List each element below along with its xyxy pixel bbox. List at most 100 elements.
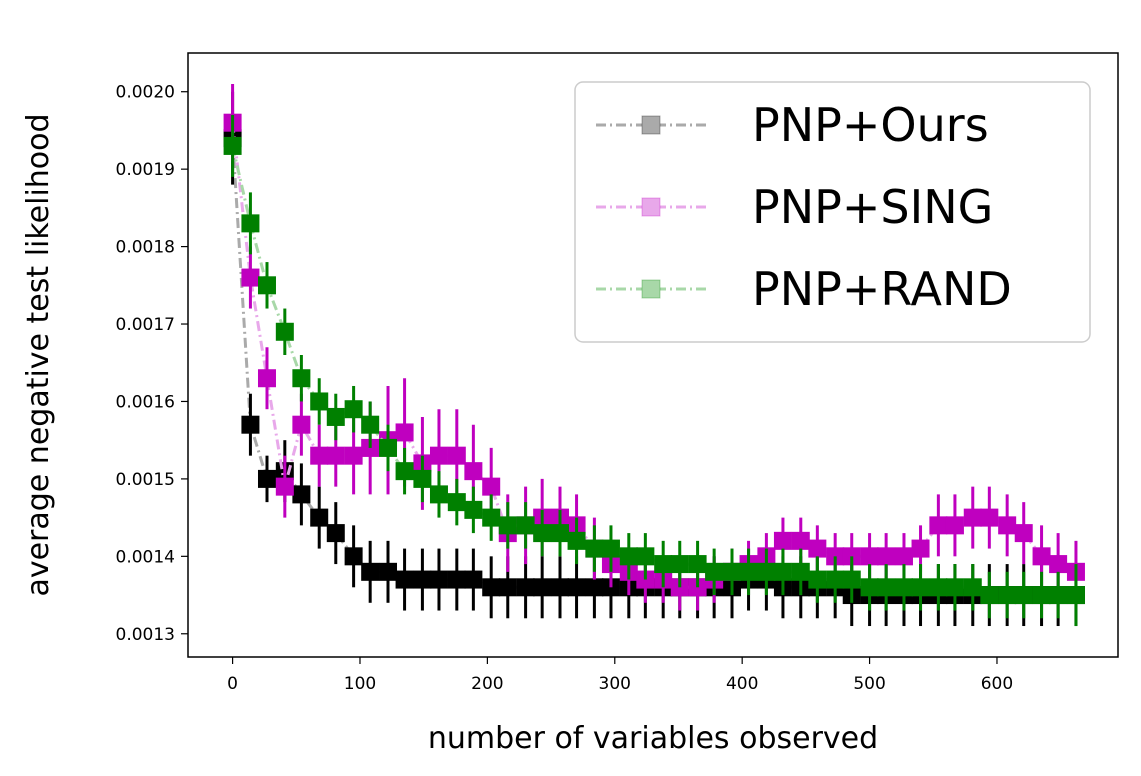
data-point [980,508,999,527]
data-point [533,524,552,543]
data-point [292,369,311,388]
data-point [998,586,1017,605]
data-point [842,570,861,589]
data-point [241,415,260,434]
data-point [705,562,724,581]
data-point [1032,586,1051,605]
data-point [498,578,517,597]
data-point [482,477,501,496]
data-point [670,555,689,574]
data-point [361,562,380,581]
data-point [310,392,329,411]
y-tick-label: 0.0017 [116,315,175,335]
data-point [310,508,329,527]
data-point [498,516,517,535]
data-point [551,578,569,597]
data-point [275,477,294,496]
data-point [757,562,776,581]
data-point [241,214,260,233]
data-point [929,516,948,535]
data-point [619,547,638,566]
data-point [911,578,930,597]
data-point [223,136,242,155]
x-tick-label: 600 [981,674,1013,694]
data-point [344,446,363,465]
x-tick-label: 200 [471,674,503,694]
data-point [945,578,964,597]
y-tick-label: 0.0018 [116,238,175,258]
x-tick-label: 300 [599,674,631,694]
data-point [601,539,620,558]
y-tick-label: 0.0015 [116,470,175,490]
axes-frame [187,52,1119,658]
data-point [395,570,414,589]
data-point [791,531,810,550]
data-point [516,578,535,597]
data-point [894,547,913,566]
data-point [395,423,414,442]
data-point [963,578,982,597]
x-tick-label: 500 [853,674,885,694]
data-point [482,508,501,527]
data-point [636,547,655,566]
legend-box [574,81,1091,343]
legend-item-pnp-ours: PNP+Ours [596,98,989,152]
data-point [413,469,432,488]
data-point [292,485,311,504]
data-point [894,578,913,597]
data-point [326,446,345,465]
y-tick-label: 0.0019 [116,160,175,180]
data-point [395,462,414,481]
data-point [739,562,758,581]
data-point [1032,547,1051,566]
data-point [464,462,483,481]
data-point [929,578,948,597]
data-point [482,578,501,597]
data-point [275,322,294,341]
x-axis: 0 100 200 300 400 500 600 [227,657,1013,694]
data-point [1049,555,1068,574]
data-point [1049,586,1068,605]
data-point [429,485,448,504]
data-point [257,469,276,488]
data-point [1014,586,1033,605]
data-point [429,446,448,465]
data-point [877,578,896,597]
data-point [808,570,827,589]
data-point [464,500,483,519]
data-point [1014,524,1033,543]
y-tick-label: 0.0016 [116,392,175,412]
data-point [361,415,380,434]
x-tick-label: 0 [227,674,238,694]
data-point [241,268,260,287]
series-pnp-rand [223,114,1085,627]
legend-marker [641,279,661,299]
data-point [860,547,879,566]
data-point [326,524,345,543]
data-point [773,562,792,581]
data-point [310,446,329,465]
x-tick-label: 100 [344,674,376,694]
data-point [998,516,1017,535]
data-point [447,493,466,512]
legend-label: PNP+SING [752,180,993,234]
legend-item-pnp-rand: PNP+RAND [596,262,1012,316]
data-point [447,570,466,589]
data-point [860,578,879,597]
data-point [379,562,398,581]
data-point [344,400,363,419]
x-tick-label: 400 [726,674,758,694]
data-point [292,415,311,434]
legend-marker [641,115,661,135]
data-point [808,539,827,558]
data-point [688,555,707,574]
data-point [773,531,792,550]
data-point [980,586,999,605]
data-point [963,508,982,527]
data-point [585,578,604,597]
y-tick-label: 0.0020 [116,83,175,103]
x-axis-label: number of variables observed [428,721,878,756]
data-point [379,438,398,457]
data-point [567,578,586,597]
